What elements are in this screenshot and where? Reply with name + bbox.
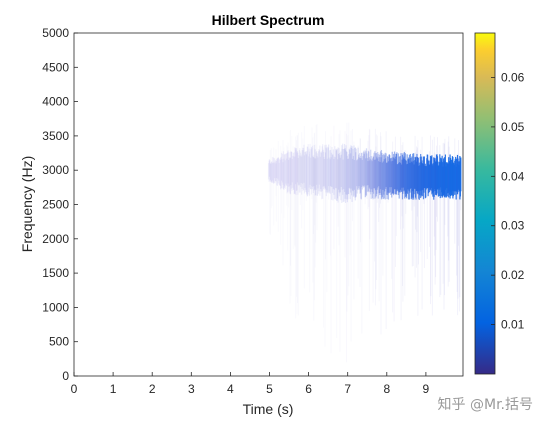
colorbar-tick-label: 0.01 [501,318,525,332]
chart-title: Hilbert Spectrum [212,12,325,28]
x-tick-label: 7 [344,382,351,396]
colorbar-tick-label: 0.04 [501,169,525,183]
colorbar-tick-label: 0.03 [501,219,525,233]
y-tick-label: 2500 [42,198,69,212]
x-tick-label: 5 [266,382,273,396]
spectrum-data-layer [267,122,462,363]
x-axis-label: Time (s) [243,401,294,417]
y-tick-label: 3500 [42,129,69,143]
x-tick-label: 6 [305,382,312,396]
y-tick-label: 0 [62,369,69,383]
watermark: 知乎 @Mr.括号 [438,396,533,413]
x-tick-label: 1 [110,382,117,396]
y-tick-label: 1000 [42,300,69,314]
y-tick-label: 1500 [42,266,69,280]
x-tick-label: 0 [71,382,78,396]
colorbar-tick-label: 0.02 [501,268,525,282]
y-axis-label: Frequency (Hz) [19,156,35,252]
colorbar-tick-label: 0.06 [501,70,525,84]
x-axis: 0 1 2 3 4 5 6 7 8 9 [71,372,430,396]
x-tick-label: 2 [149,382,156,396]
y-tick-label: 5000 [42,26,69,40]
y-tick-label: 500 [49,335,69,349]
x-tick-label: 9 [423,382,430,396]
y-tick-label: 4000 [42,95,69,109]
x-tick-label: 8 [383,382,390,396]
y-axis: 0 500 1000 1500 2000 2500 3000 3500 4000 4500 5000 [42,26,78,383]
x-tick-label: 4 [227,382,234,396]
colorbar-axis: 0.01 0.02 0.03 0.04 0.05 0.06 [491,70,525,332]
y-tick-label: 2000 [42,232,69,246]
y-tick-label: 4500 [42,60,69,74]
colorbar [474,32,496,375]
colorbar-tick-label: 0.05 [501,120,525,134]
x-tick-label: 3 [188,382,195,396]
y-tick-label: 3000 [42,163,69,177]
